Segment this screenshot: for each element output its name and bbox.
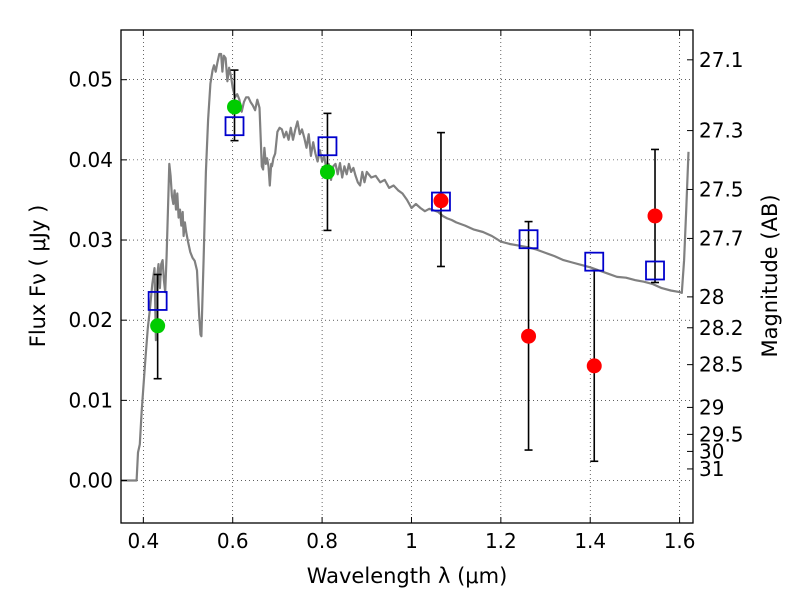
y-tick-label: 0.04 xyxy=(68,148,113,172)
mag-tick-label: 29.5 xyxy=(699,422,744,446)
mag-tick-label: 31 xyxy=(699,457,724,481)
mag-tick-label: 28.5 xyxy=(699,353,744,377)
x-tick-label: 1.4 xyxy=(574,529,606,553)
mag-tick-label: 28 xyxy=(699,285,724,309)
y-tick-label: 0.00 xyxy=(68,469,113,493)
observed-red-point xyxy=(586,358,602,374)
model-photometry-marker xyxy=(645,260,665,281)
mag-tick-label: 28.2 xyxy=(699,316,744,340)
grid-lines xyxy=(121,30,693,523)
y-axis-label: Flux Fν ( μJy ) xyxy=(26,205,50,348)
observed-red-point xyxy=(521,328,537,344)
plot-area xyxy=(121,52,690,482)
model-photometry-marker xyxy=(317,136,338,157)
observed-green-point xyxy=(227,99,243,115)
observed-red-point xyxy=(647,208,663,224)
y-tick-label: 0.02 xyxy=(68,308,113,332)
model-photometry-marker xyxy=(584,251,605,272)
mag-tick-label: 27.7 xyxy=(699,226,744,250)
y-tick-label: 0.05 xyxy=(68,68,113,92)
spectrum-line xyxy=(121,52,690,482)
mag-tick-label: 27.3 xyxy=(699,119,744,143)
observed-green-point xyxy=(150,318,166,334)
model-photometry-marker xyxy=(224,116,245,137)
y-tick-label: 0.01 xyxy=(68,388,113,412)
x-tick-label: 0.8 xyxy=(306,529,338,553)
observed-red-point xyxy=(433,193,449,209)
x-tick-label: 1 xyxy=(405,529,418,553)
x-axis-label: Wavelength λ (μm) xyxy=(307,564,508,588)
x-tick-label: 0.6 xyxy=(217,529,249,553)
axis-ticks: 0.4 0.6 0.8 1 1.2 1.4 1.6 0.00 0.01 0.02 0.03 0.04 0… xyxy=(68,30,744,553)
x-tick-label: 1.2 xyxy=(485,529,517,553)
mag-tick-label: 27.1 xyxy=(699,48,744,72)
y-axis-right-label: Magnitude (AB) xyxy=(758,194,782,357)
observed-green-point xyxy=(319,164,335,180)
axes-frame xyxy=(120,29,694,524)
model-photometry-marker xyxy=(431,191,451,212)
y-tick-label: 0.03 xyxy=(68,228,113,252)
model-photometry-marker xyxy=(147,291,168,311)
model-photometry-marker xyxy=(518,229,539,250)
x-tick-label: 0.4 xyxy=(127,529,159,553)
mag-tick-label: 29 xyxy=(699,395,724,419)
x-tick-label: 1.6 xyxy=(664,529,696,553)
mag-tick-label: 30 xyxy=(699,439,724,463)
mag-tick-label: 27.5 xyxy=(699,177,744,201)
